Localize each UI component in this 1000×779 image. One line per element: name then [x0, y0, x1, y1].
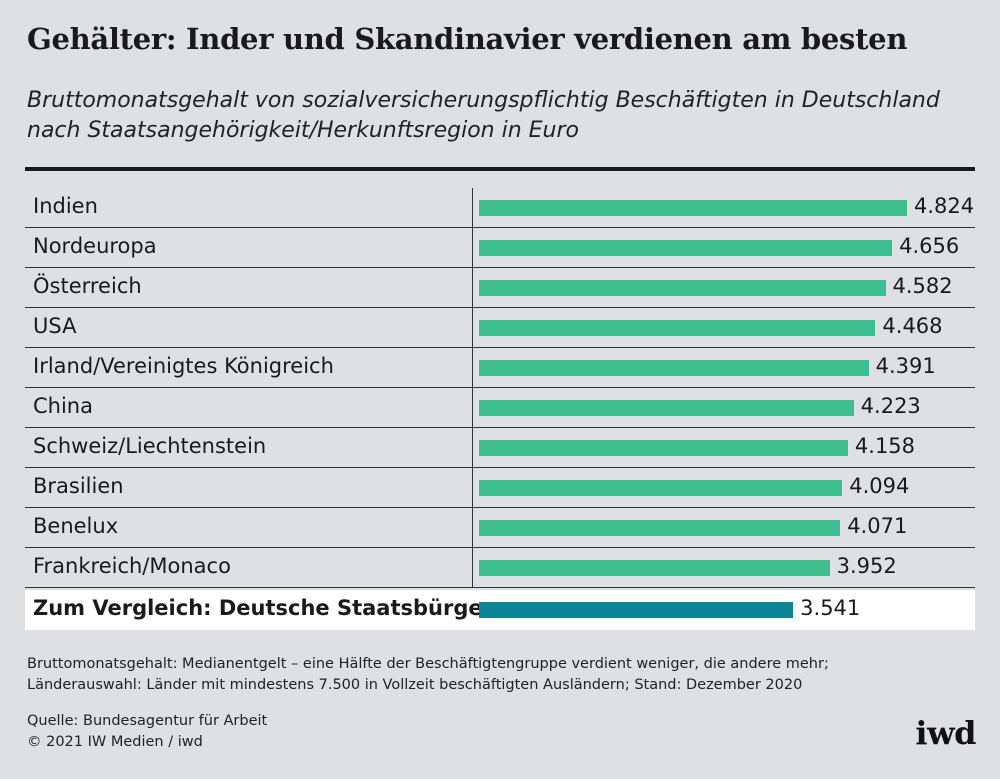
bar — [479, 440, 848, 456]
bar — [479, 280, 886, 296]
category-label: Brasilien — [33, 474, 124, 498]
category-label: Benelux — [33, 514, 119, 538]
chart-row: Nordeuropa 4.656 — [25, 228, 975, 268]
source-line: Quelle: Bundesagentur für Arbeit — [27, 713, 268, 729]
column-divider — [472, 308, 473, 348]
subtitle-line-1: Bruttomonatsgehalt von sozialversicherun… — [27, 88, 940, 113]
bar — [479, 520, 841, 536]
bar-chart: Indien 4.824 Nordeuropa 4.656 Österreich 4.58… — [25, 188, 975, 630]
chart-row: China 4.223 — [25, 388, 975, 428]
row-separator — [25, 267, 975, 268]
category-label: Schweiz/Liechtenstein — [33, 434, 267, 458]
chart-row: Brasilien 4.094 — [25, 468, 975, 508]
chart-row: Schweiz/Liechtenstein 4.158 — [25, 428, 975, 468]
footnote: Bruttomonatsgehalt: Medianentgelt – eine… — [27, 654, 829, 696]
chart-row: Irland/Vereinigtes Königreich 4.391 — [25, 348, 975, 388]
category-label: Zum Vergleich: Deutsche Staatsbürger — [33, 596, 493, 620]
value-label: 4.158 — [854, 434, 916, 458]
bar — [479, 360, 869, 376]
bar — [479, 200, 907, 216]
copyright-line: © 2021 IW Medien / iwd — [27, 734, 203, 750]
bar — [479, 560, 830, 576]
chart-row: USA 4.468 — [25, 308, 975, 348]
row-separator — [25, 387, 975, 388]
chart-title: Gehälter: Inder und Skandinavier verdien… — [27, 22, 908, 56]
row-separator — [25, 427, 975, 428]
bar — [479, 240, 893, 256]
category-label: China — [33, 394, 93, 418]
value-label: 4.391 — [875, 354, 936, 378]
value-label: 4.824 — [914, 194, 975, 218]
column-divider — [472, 388, 473, 428]
value-label: 3.541 — [800, 596, 861, 620]
column-divider — [472, 188, 473, 228]
chart-row: Frankreich/Monaco 3.952 — [25, 548, 975, 588]
title-rule — [25, 167, 975, 171]
row-separator — [25, 307, 975, 308]
highlight-bar — [479, 602, 794, 618]
category-label: Indien — [33, 194, 98, 218]
highlight-row: Zum Vergleich: Deutsche Staatsbürger 3.54… — [25, 590, 975, 630]
bar — [479, 480, 843, 496]
row-separator — [25, 547, 975, 548]
column-divider — [472, 468, 473, 508]
footnote-line-2: Länderauswahl: Länder mit mindestens 7.5… — [27, 677, 803, 693]
source: Quelle: Bundesagentur für Arbeit © 2021 … — [27, 711, 267, 753]
chart-row: Indien 4.824 — [25, 188, 975, 228]
chart-row: Benelux 4.071 — [25, 508, 975, 548]
row-separator — [25, 467, 975, 468]
column-divider — [472, 228, 473, 268]
footnote-line-1: Bruttomonatsgehalt: Medianentgelt – eine… — [27, 656, 829, 672]
value-label: 4.582 — [892, 274, 953, 298]
row-separator — [25, 587, 975, 588]
value-label: 4.094 — [849, 474, 910, 498]
category-label: Österreich — [33, 274, 142, 298]
column-divider — [472, 348, 473, 388]
value-label: 4.071 — [847, 514, 908, 538]
category-label: USA — [33, 314, 77, 338]
chart-subtitle: Bruttomonatsgehalt von sozialversicherun… — [27, 86, 977, 146]
bar — [479, 320, 876, 336]
bar — [479, 400, 854, 416]
value-label: 4.223 — [860, 394, 921, 418]
category-label: Frankreich/Monaco — [33, 554, 231, 578]
row-separator — [25, 347, 975, 348]
value-label: 4.656 — [899, 234, 960, 258]
row-separator — [25, 227, 975, 228]
chart-row: Österreich 4.582 — [25, 268, 975, 308]
iwd-logo: iwd — [915, 714, 976, 752]
value-label: 4.468 — [882, 314, 943, 338]
category-label: Irland/Vereinigtes Königreich — [33, 354, 334, 378]
value-label: 3.952 — [836, 554, 897, 578]
category-label: Nordeuropa — [33, 234, 157, 258]
row-separator — [25, 507, 975, 508]
subtitle-line-2: nach Staatsangehörigkeit/Herkunftsregion… — [27, 118, 580, 143]
column-divider — [472, 428, 473, 468]
column-divider — [472, 508, 473, 548]
column-divider — [472, 268, 473, 308]
column-divider — [472, 548, 473, 588]
